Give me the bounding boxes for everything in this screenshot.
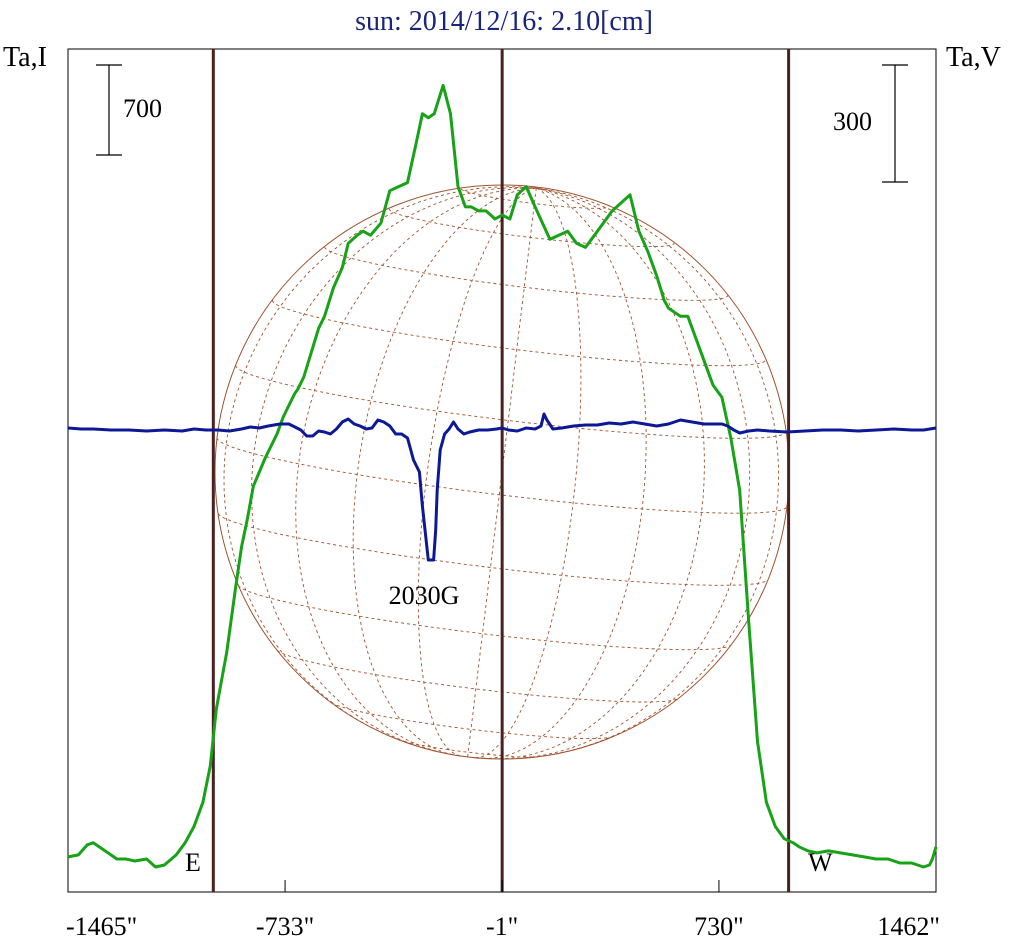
latitude-gridline (217, 513, 769, 586)
right-axis-label: Ta,V (946, 42, 1001, 73)
latitude-gridline (324, 246, 729, 301)
x-tick-label: 730" (694, 912, 744, 941)
right-scale-bar-label: 300 (833, 107, 872, 136)
x-tick-label: 1462" (877, 912, 940, 941)
west-limb-label: W (808, 848, 833, 877)
latitude-gridline (398, 739, 539, 758)
longitude-gridline (417, 187, 537, 757)
latitude-gridline (460, 188, 610, 209)
longitude-gridline (251, 186, 537, 747)
series-layer (67, 83, 938, 869)
polarization-series-line (67, 412, 937, 562)
left-scale-bar-label: 700 (123, 94, 162, 123)
x-tick-label: -1465" (66, 912, 137, 941)
longitude-gridline (295, 187, 537, 752)
longitude-gridline (475, 187, 582, 759)
x-tick-label: -733" (256, 912, 314, 941)
magnetic-field-annotation: 2030G (389, 581, 460, 610)
longitude-gridline (482, 187, 647, 759)
left-axis-label: Ta,I (3, 42, 47, 73)
latitude-gridline (331, 702, 613, 740)
longitude-gridline (499, 187, 705, 760)
intensity-series-line (67, 83, 938, 869)
right-scale-bar: 300 (833, 64, 908, 183)
longitude-gridline (536, 187, 780, 755)
left-scale-bar: 700 (96, 64, 162, 156)
x-axis-ticks: -1465" -733" -1" 730" 1462" (66, 880, 940, 941)
longitude-gridline (352, 187, 537, 756)
longitude-gridline (519, 187, 751, 759)
east-limb-label: E (185, 848, 201, 877)
longitude-gridline (223, 186, 537, 735)
x-tick-label: -1" (486, 912, 518, 941)
chart-title: sun: 2014/12/16: 2.10[cm] (355, 6, 653, 37)
latitude-gridline (216, 437, 788, 514)
